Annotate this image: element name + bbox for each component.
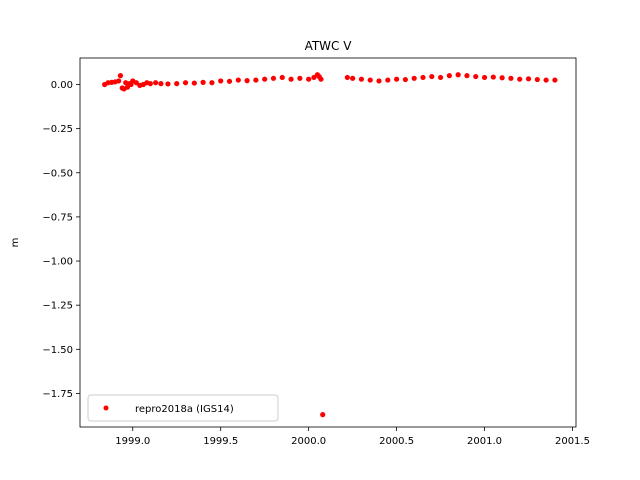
data-point — [320, 412, 326, 418]
data-point — [318, 76, 324, 82]
data-point — [182, 80, 189, 86]
data-point — [385, 77, 391, 83]
x-tick-label: 2001.5 — [555, 436, 590, 447]
data-point — [270, 75, 277, 81]
data-point — [552, 77, 558, 83]
data-point — [191, 80, 197, 86]
legend: repro2018a (IGS14) — [87, 394, 279, 422]
data-point — [499, 75, 505, 81]
data-point — [411, 75, 417, 81]
data-point — [429, 73, 435, 80]
data-point — [464, 73, 470, 79]
x-tick-label: 2001.0 — [467, 436, 502, 447]
data-point — [244, 77, 250, 84]
data-point — [279, 74, 285, 81]
legend-label: repro2018a (IGS14) — [135, 404, 234, 415]
data-point — [165, 81, 171, 87]
chart-title: ATWC V — [305, 39, 353, 53]
x-tick-label: 2000.0 — [291, 436, 326, 447]
y-tick-label: −0.75 — [42, 212, 73, 223]
data-point — [218, 78, 224, 84]
x-tick-label: 1999.0 — [115, 436, 150, 447]
data-point — [508, 75, 514, 81]
plot-frame — [79, 57, 577, 428]
y-tick-label: −1.25 — [42, 301, 73, 312]
data-point — [209, 80, 215, 86]
y-tick-label: −0.25 — [42, 124, 73, 135]
y-tick-label: −1.00 — [42, 257, 73, 268]
series-points — [102, 72, 558, 418]
y-axis-ticks: 0.00 −0.25 −0.50 −0.75 −1.00 −1.25 −1.50 −1.75 — [42, 80, 80, 400]
data-point — [490, 74, 496, 80]
data-point — [235, 77, 241, 83]
data-point — [358, 76, 365, 82]
data-point — [158, 81, 164, 87]
data-point — [473, 73, 479, 80]
data-point — [288, 76, 294, 82]
data-point — [437, 74, 444, 81]
data-point — [226, 78, 233, 84]
data-point — [253, 77, 259, 83]
data-point — [262, 76, 268, 82]
axes-frame — [79, 57, 577, 428]
data-point — [455, 72, 461, 78]
legend-box — [87, 394, 279, 422]
data-point — [376, 78, 382, 84]
data-point — [446, 73, 452, 79]
data-point — [306, 76, 312, 82]
x-tick-label: 1999.5 — [203, 436, 238, 447]
data-point — [517, 76, 523, 82]
data-point — [116, 78, 122, 84]
x-axis-ticks: 1999.0 1999.5 2000.0 2000.5 2001.0 2001.5 — [115, 427, 590, 447]
data-point — [481, 74, 488, 81]
y-axis-label: m — [10, 238, 21, 248]
legend-marker — [103, 405, 109, 411]
data-point — [153, 80, 159, 86]
y-tick-label: −1.50 — [42, 345, 73, 356]
data-point — [174, 81, 180, 87]
y-tick-label: −0.50 — [42, 168, 73, 179]
data-point — [525, 76, 532, 82]
data-point — [200, 79, 206, 85]
x-tick-label: 2000.5 — [379, 436, 414, 447]
data-point — [147, 81, 153, 87]
data-point — [297, 75, 303, 81]
data-point — [344, 74, 350, 81]
data-point — [117, 73, 124, 79]
y-tick-label: 0.00 — [51, 80, 73, 91]
data-point — [393, 76, 400, 82]
data-point — [420, 74, 426, 81]
data-point — [543, 77, 549, 83]
data-point — [367, 77, 373, 83]
data-point — [350, 75, 356, 81]
data-point — [402, 76, 408, 83]
data-point — [534, 76, 540, 83]
y-tick-label: −1.75 — [42, 389, 73, 400]
